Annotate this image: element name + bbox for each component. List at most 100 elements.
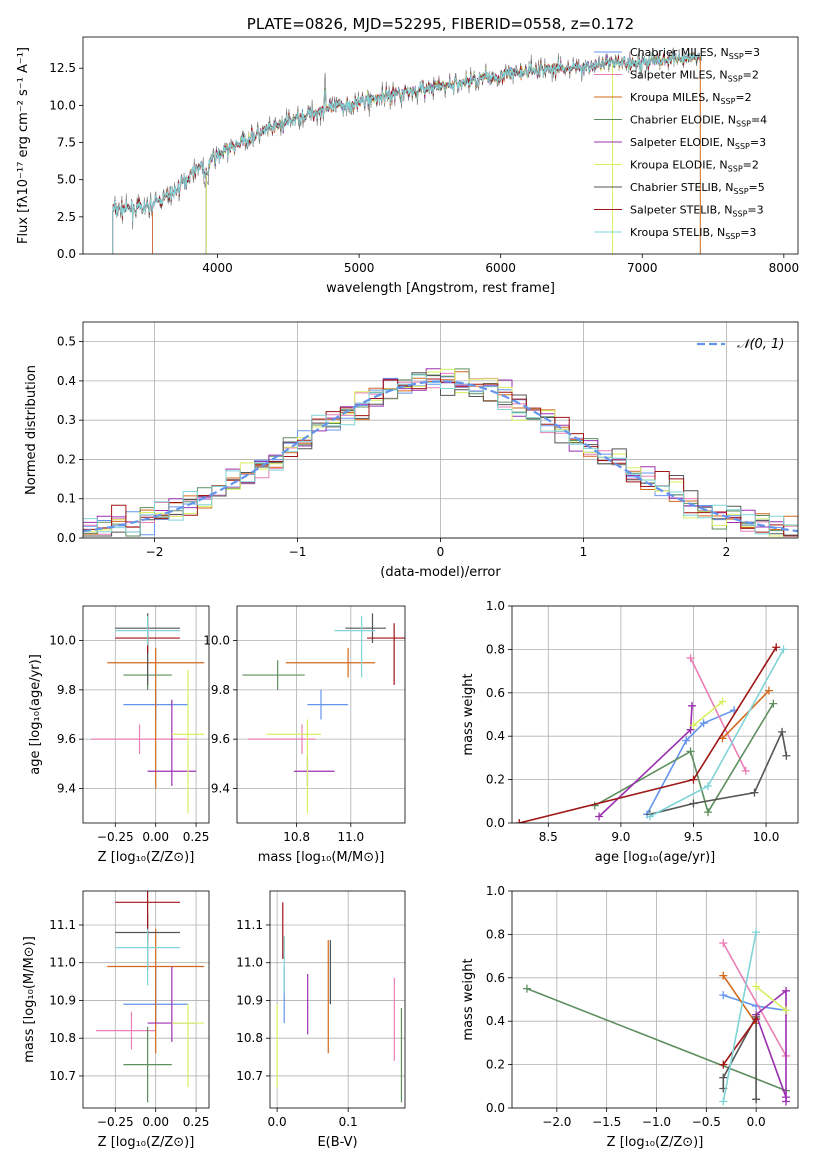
x-tick-label: −2.0 [542,1115,571,1129]
y-tick-label: 0.6 [486,686,505,700]
series-line [755,989,787,1102]
errorbars-mass_vs_Z [95,891,205,1103]
y-tick-label: 9.6 [211,732,230,746]
y-tick-label: 0.4 [486,729,505,743]
y-axis-label: mass weight [461,673,476,755]
x-axis-label: (data-model)/error [380,565,501,580]
y-axis-label: age [log₁₀(age/yr)] [28,654,43,775]
errorbars-age_vs_Z [91,613,205,814]
y-tick-label: 0.0 [486,816,505,830]
y-tick-label: 0.1 [57,492,76,506]
data-point-marker [752,928,761,937]
x-tick-label: 0.0 [268,1115,287,1129]
legend-entry-tail: =3 [750,136,766,149]
axes-mass_vs_EBV: 0.0 0.1 10.7 10.8 10.9 11.0 11.1 E(B-V) [236,891,405,1150]
data-point-marker [719,1060,728,1069]
histogram-frame [82,321,799,539]
legend-entry-main: Chabrier ELODIE, N [630,114,736,127]
y-tick-label: 9.8 [57,683,76,697]
x-tick-label: 0 [437,545,445,559]
legend-entry-sub: SSP [735,142,750,151]
y-tick-label: 11.1 [236,918,263,932]
legend-entry: Chabrier MILES, NSSP=3 [630,46,760,61]
series-line [649,649,785,818]
data-point-marker [764,686,773,695]
legend-entry-sub: SSP [728,75,743,84]
x-tick-label: −1.0 [642,1115,671,1129]
x-tick-label: −1 [289,545,307,559]
data-point-marker [782,986,791,995]
lines-massweight_vs_Z [522,928,791,1106]
x-tick-label: 2 [723,545,731,559]
legend-entry-sub: SSP [734,187,749,196]
x-axis-label: Z [log₁₀(Z/Z⊙)] [98,1135,195,1150]
data-point-marker [718,697,727,706]
x-tick-label: 0.25 [183,830,210,844]
data-point-marker [719,971,728,980]
x-axis-label: E(B-V) [317,1135,357,1150]
data-point-marker [645,812,654,821]
data-point-marker [782,1006,791,1015]
x-tick-label: 9.5 [684,830,703,844]
axes-massweight_vs_Z: −2.0 −1.5 −1.0 −0.5 0.0 0.0 0.2 0.4 0.6 0.8 1.0 Z [… [461,884,798,1150]
legend-entry-sub: SSP [725,232,740,241]
x-tick-label: −2 [146,545,164,559]
x-tick-label: −1.5 [592,1115,621,1129]
data-point-marker [689,721,698,730]
errorbars-mass_vs_EBV [276,902,403,1103]
x-axis-label: mass [log₁₀(M/M⊙)] [258,850,385,865]
data-point-marker [782,1093,791,1102]
legend-entry-tail: =3 [740,226,756,239]
y-tick-label: 10.8 [236,1031,263,1045]
legend-entry: 𝒩(0, 1) [737,337,784,352]
frame-mass_vs_Z [82,890,210,1109]
series-line [594,703,774,815]
x-tick-label: 9.0 [611,830,630,844]
spectrum-lines [112,46,703,254]
series-line [722,1016,757,1100]
legend-entry: Salpeter STELIB, NSSP=3 [630,204,764,219]
series-line [721,690,770,739]
y-tick-label: 0.0 [57,247,76,261]
y-tick-label: 0.2 [486,1058,505,1072]
legend-entry: Salpeter MILES, NSSP=2 [630,69,759,84]
axes-spectrum: 4000 5000 6000 7000 8000 0.0 2.5 5.0 7.5 10.0 12.5… [16,47,799,296]
data-point-marker [703,808,712,817]
histogram-step-line [83,374,798,537]
x-tick-label: −0.25 [97,830,134,844]
legend-entry-main: Chabrier STELIB, N [630,181,734,194]
data-point-marker [686,725,695,734]
legend-entry-sub: SSP [736,120,751,129]
data-point-marker [522,984,531,993]
frame-massweight_vs_Z [511,890,799,1109]
legend-entry-sub: SSP [732,210,747,219]
series-line [689,657,747,772]
y-axis-label: mass weight [461,958,476,1040]
x-tick-label: 0.00 [142,1115,169,1129]
y-tick-label: 0.2 [486,773,505,787]
y-tick-label: 0.4 [486,1014,505,1028]
frame-age_vs_Z [82,605,210,824]
legend-entry-sub: SSP [729,52,744,61]
data-point-marker [750,788,759,797]
model-spectrum-line [112,51,702,254]
y-axis-label: Normed distribution [24,365,39,495]
y-tick-label: 10.8 [49,1031,76,1045]
y-tick-label: 0.6 [486,971,505,985]
series-line [526,987,787,1092]
x-tick-label: 5000 [344,261,375,275]
x-tick-label: 8000 [769,261,800,275]
observed-spectrum [112,46,703,230]
y-tick-label: 9.6 [57,732,76,746]
x-tick-label: 11.0 [337,830,364,844]
data-point-marker [689,799,698,808]
normal-curve [83,380,798,533]
x-tick-label: 0.25 [183,1115,210,1129]
y-tick-label: 0.3 [57,413,76,427]
y-tick-label: 10.0 [203,634,230,648]
y-tick-label: 9.8 [211,683,230,697]
model-spectrum-line [205,51,703,254]
legend-entry-tail: =2 [743,69,759,82]
histograms [83,368,798,537]
